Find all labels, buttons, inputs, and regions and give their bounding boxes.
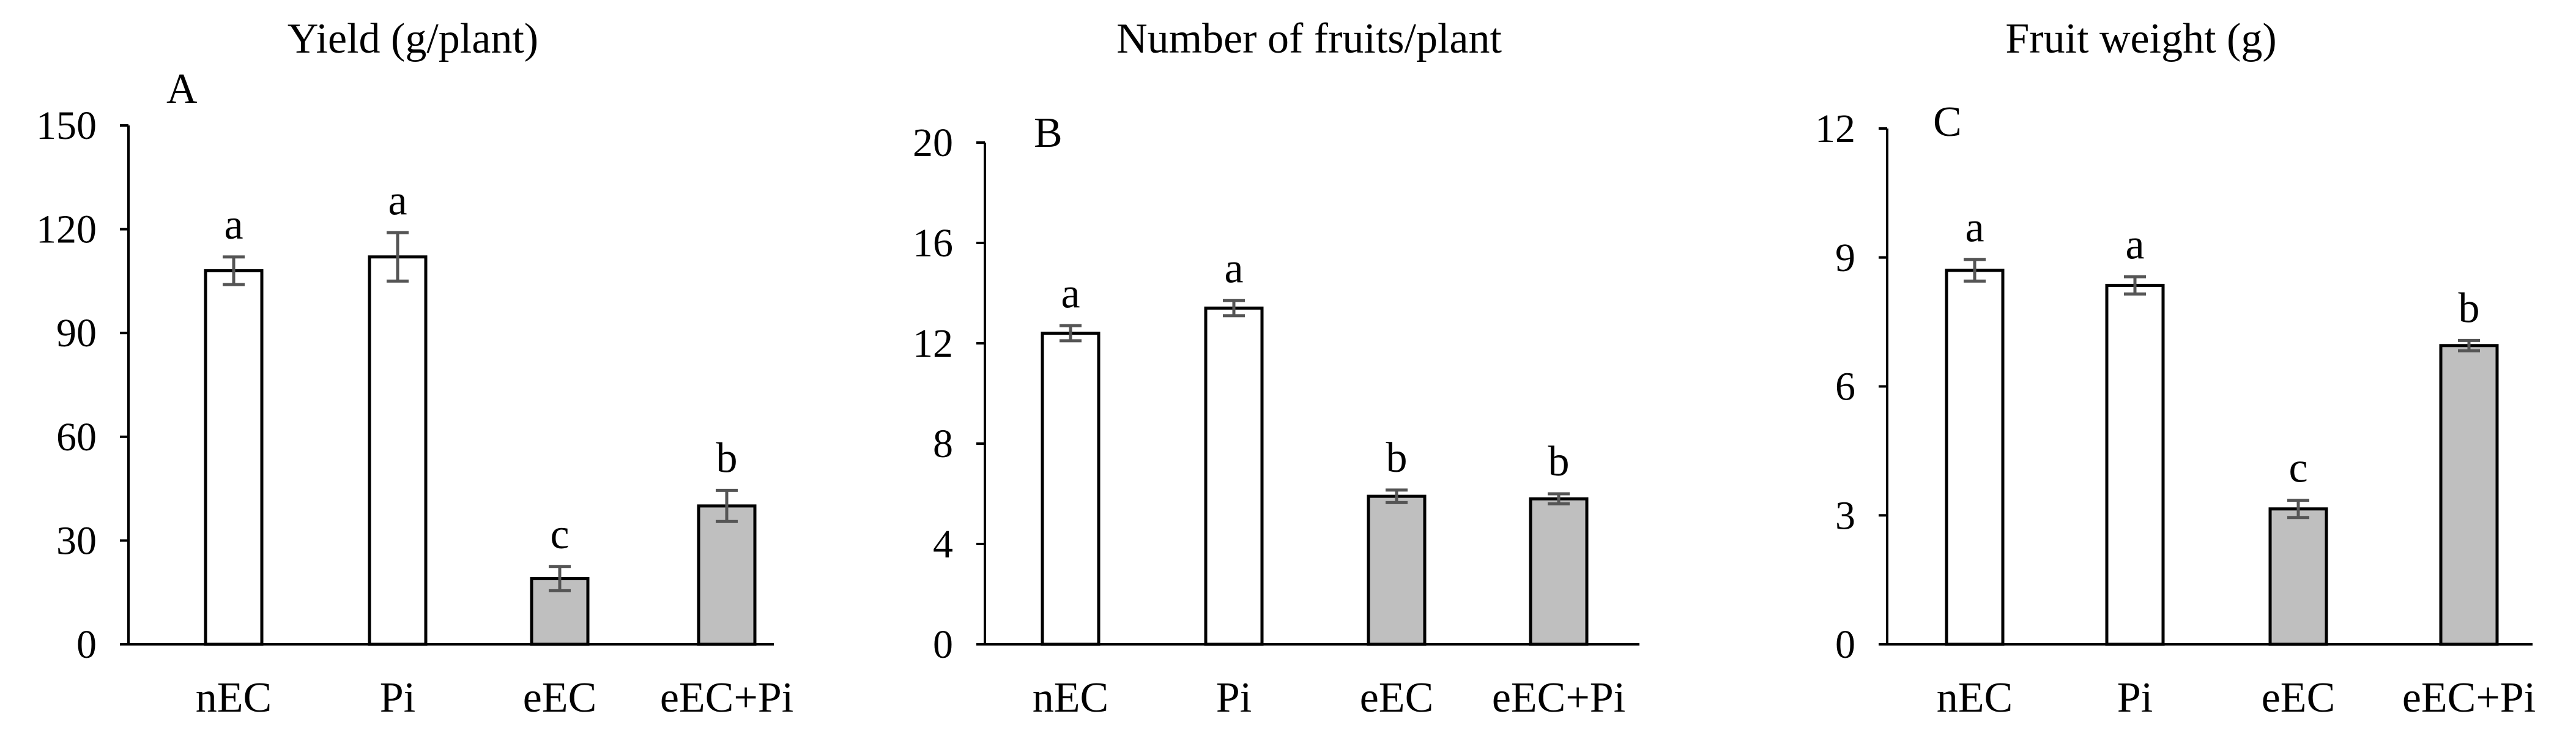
panel-a-significance-nEC: a (224, 201, 243, 248)
panel-a-label: A (166, 65, 198, 113)
panel-c-error-bar-eEC+Pi (2458, 338, 2480, 352)
panel-b-bar-nEC (1041, 332, 1101, 646)
panel-b-x-tick-label: Pi (1216, 674, 1252, 721)
panel-b-y-tick-label: 12 (913, 321, 953, 366)
panel-c-significance-eEC+Pi: b (2459, 285, 2480, 332)
panel-b-y-tick-label: 16 (913, 221, 953, 266)
panel-c-y-tick-label: 0 (1835, 622, 1855, 667)
panel-c-significance-eEC: c (2288, 445, 2307, 492)
panel-b-significance-nEC: a (1061, 270, 1080, 317)
panel-a-error-bar-nEC (223, 255, 245, 286)
panel-b-x-tick-label: eEC (1360, 674, 1434, 721)
panel-b-significance-Pi: a (1224, 245, 1243, 292)
panel-b-y-tick-label: 0 (933, 622, 953, 667)
panel-a: Yield (g/plant) A a a c b 0 30 60 90 120 150 nEC… (36, 15, 793, 721)
panel-b-y-tick-label: 8 (933, 422, 953, 466)
panel-a-x-tick-label: nEC (196, 674, 272, 721)
panel-a-significance-eEC: c (550, 511, 569, 558)
panel-b-y-tick-label: 4 (933, 522, 953, 567)
panel-b-x-ticks: nEC Pi eEC eEC+Pi (1033, 674, 1625, 721)
panel-b-bar-eEC (1367, 494, 1427, 646)
panel-b-x-tick-label: nEC (1033, 674, 1108, 721)
panel-c-bar-nEC (1945, 269, 2005, 646)
panel-b-significance-eEC: b (1386, 434, 1408, 482)
panel-b-error-bar-nEC (1060, 324, 1082, 343)
panel-c-y-tick-label: 6 (1835, 365, 1855, 409)
panel-a-error-bar-eEC (549, 565, 571, 592)
panel-c-x-tick-label: Pi (2117, 674, 2153, 721)
panel-a-error-bar-eEC+Pi (716, 488, 738, 523)
panel-c-label: C (1933, 99, 1962, 146)
panel-a-y-tick-label: 0 (76, 622, 97, 667)
panel-a-y-tick-label: 30 (56, 518, 97, 563)
panel-c-y-tick-label: 3 (1835, 493, 1855, 538)
panel-a-significance-Pi: a (388, 177, 407, 224)
panel-c-y-ticks: 0 3 6 9 12 (1815, 106, 1887, 667)
panel-c-y-tick-label: 9 (1835, 236, 1855, 280)
panel-c-y-tick-label: 12 (1815, 106, 1855, 151)
panel-a-y-tick-label: 90 (56, 311, 97, 356)
panel-c-x-tick-label: eEC+Pi (2402, 674, 2536, 721)
panel-a-x-tick-label: Pi (380, 674, 415, 721)
panel-c-error-bar-nEC (1964, 258, 1986, 283)
panel-a-y-tick-label: 60 (56, 415, 97, 460)
panel-a-y-tick-label: 120 (36, 207, 97, 252)
panel-c-significance-Pi: a (2125, 221, 2144, 268)
panel-b-bars: a a b b (1041, 245, 1589, 646)
panel-c-x-ticks: nEC Pi eEC eEC+Pi (1937, 674, 2536, 721)
panel-c-bars: a a c b (1945, 204, 2499, 646)
panel-c-title: Fruit weight (g) (2005, 15, 2276, 62)
panel-a-y-tick-label: 150 (36, 103, 97, 148)
panel-a-error-bar-Pi (387, 231, 409, 283)
panel-b-bar-Pi (1204, 307, 1264, 646)
panel-b: Number of fruits/plant B aab b 048121620 … (913, 15, 1639, 721)
panel-c-bar-Pi (2105, 283, 2165, 646)
panel-a-x-tick-label: eEC (523, 674, 597, 721)
panel-a-bar-eEC+Pi (697, 504, 757, 646)
panel-b-x-tick-label: eEC+Pi (1492, 674, 1625, 721)
panel-b-label: B (1034, 110, 1063, 157)
panel-c-error-bar-eEC (2287, 499, 2309, 519)
panel-c-x-tick-label: nEC (1937, 674, 2013, 721)
panel-c-bar-eEC (2268, 507, 2328, 646)
panel-a-significance-eEC+Pi: b (716, 434, 738, 482)
panel-b-error-bar-Pi (1223, 299, 1245, 318)
panel-a-y-ticks: 0 30 60 90 120 150 (36, 103, 128, 667)
panel-b-y-ticks: 0 4 8 12 16 20 (913, 121, 985, 667)
panel-b-error-bar-eEC (1386, 488, 1408, 504)
panel-b-significance-eEC+Pi: b (1548, 438, 1570, 485)
panel-c-bar-eEC+Pi (2439, 344, 2499, 646)
panel-a-x-ticks: nEC Pi eEC eEC+Pi (196, 674, 793, 721)
panel-b-bar-eEC+Pi (1529, 497, 1589, 646)
panel-c: Fruit weight (g) C a a c b 0 3 6 9 12 nEC Pi eEC e… (1815, 15, 2536, 721)
panel-b-error-bar-eEC+Pi (1548, 492, 1570, 505)
panel-b-y-tick-label: 20 (913, 121, 953, 165)
panel-a-bars: a a c b (204, 177, 757, 646)
panel-a-title: Yield (g/plant) (288, 15, 538, 62)
panel-a-bar-nEC (204, 269, 264, 646)
panel-a-bar-Pi (368, 255, 428, 646)
panel-c-error-bar-Pi (2124, 275, 2146, 296)
panel-c-x-tick-label: eEC (2262, 674, 2336, 721)
panel-a-x-tick-label: eEC+Pi (660, 674, 793, 721)
panel-c-significance-nEC: a (1965, 204, 1984, 251)
panel-b-title: Number of fruits/plant (1116, 15, 1502, 62)
